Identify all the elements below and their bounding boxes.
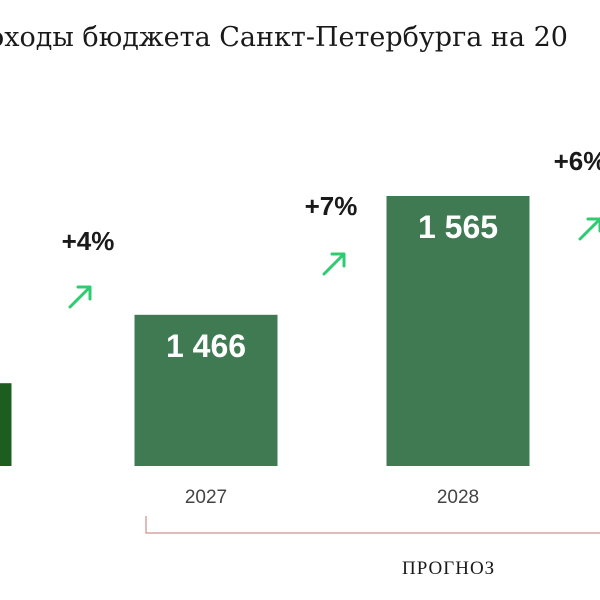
bar-value-label-1: 1 466 <box>166 328 246 364</box>
growth-label-2: +6% <box>554 146 600 176</box>
bar-0 <box>0 383 12 466</box>
forecast-label: ПРОГНОЗ <box>402 558 496 579</box>
forecast-bracket <box>145 516 600 534</box>
up-arrow-icon-2 <box>578 217 600 241</box>
up-arrow-icon-1 <box>322 252 346 276</box>
up-arrow-icon-0 <box>68 285 92 309</box>
bar-1 <box>134 314 278 466</box>
bar-value-label-2: 1 565 <box>418 209 498 245</box>
x-tick-label-1: 2027 <box>185 487 227 508</box>
growth-label-1: +7% <box>305 191 358 221</box>
chart-title: оходы бюджета Санкт-Петербурга на 20 <box>0 22 568 53</box>
bar-2 <box>386 196 530 466</box>
growth-label-0: +4% <box>62 226 115 256</box>
x-tick-label-2: 2028 <box>437 487 479 508</box>
